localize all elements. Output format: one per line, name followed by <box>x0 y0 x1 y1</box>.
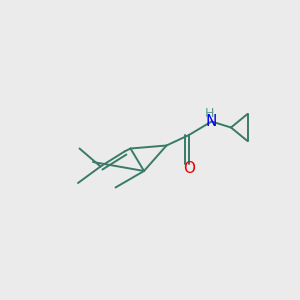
Text: O: O <box>183 161 195 176</box>
Text: H: H <box>204 106 214 120</box>
Text: N: N <box>206 114 217 129</box>
